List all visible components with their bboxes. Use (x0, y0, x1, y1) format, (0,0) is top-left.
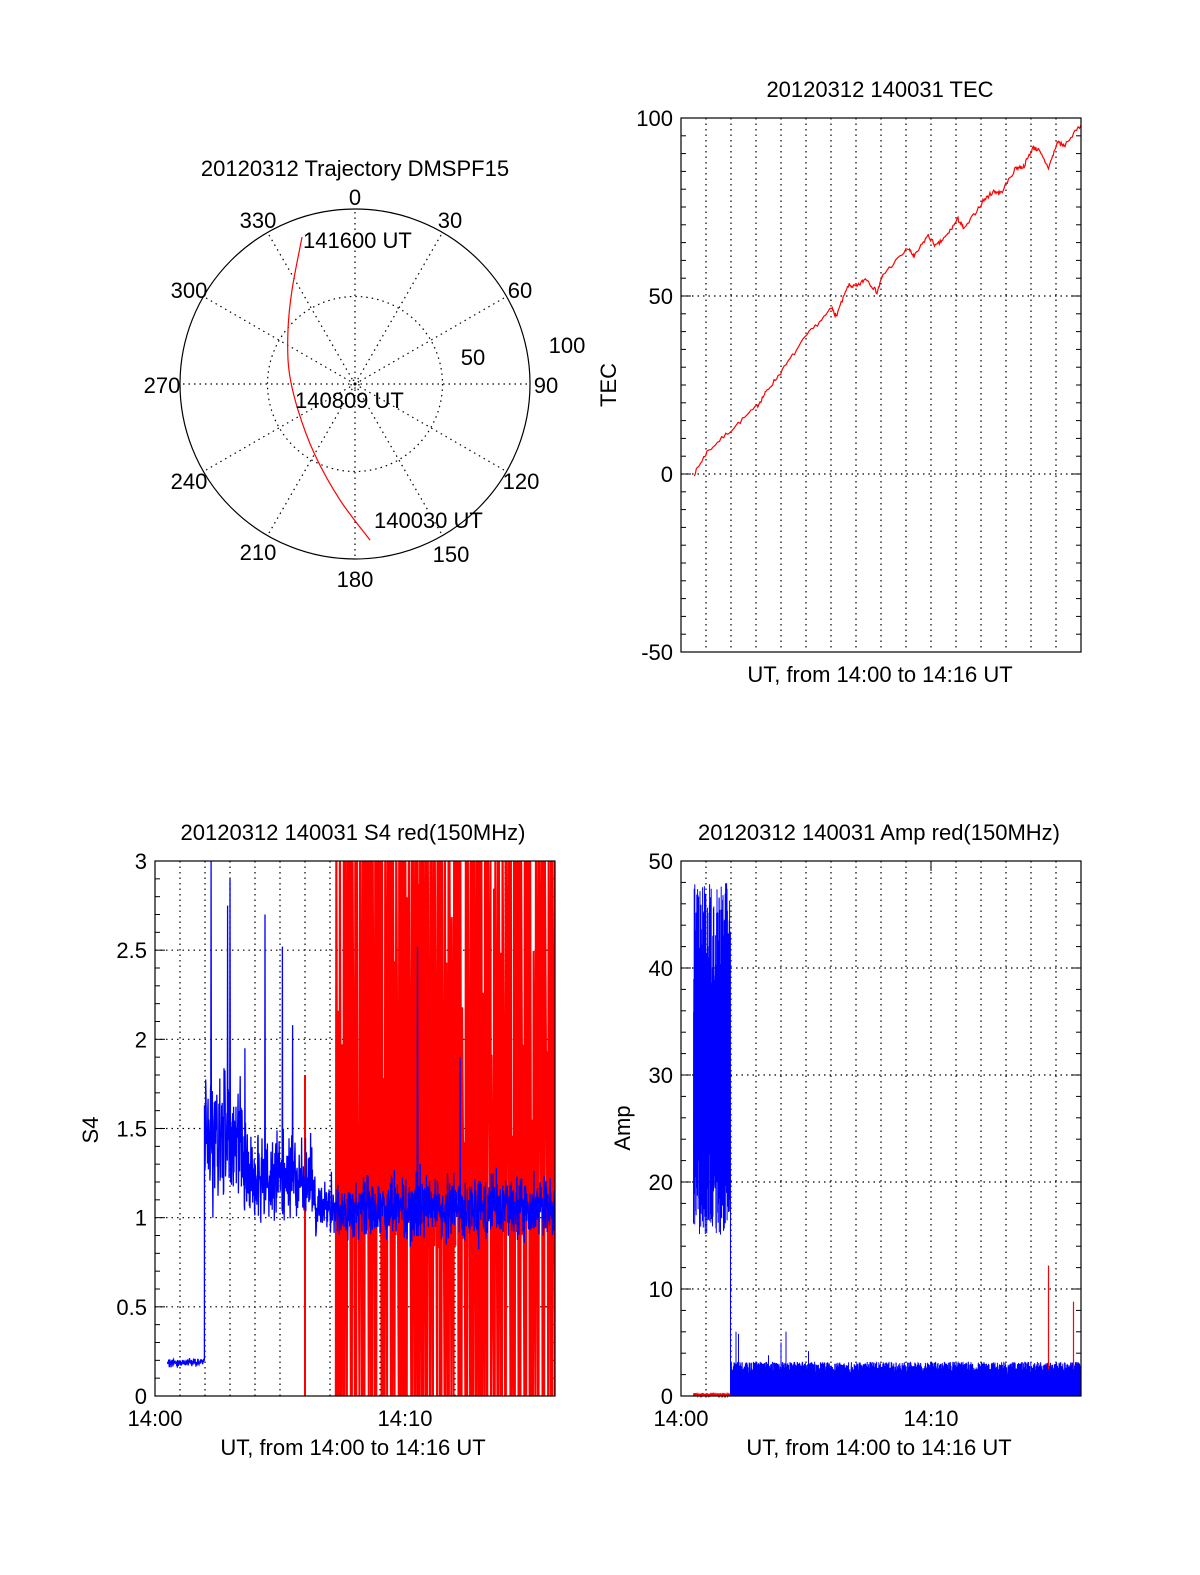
amp-xtick-label: 14:10 (903, 1406, 958, 1431)
polar-center-mark (350, 379, 360, 389)
polar-angle-label: 60 (508, 278, 532, 303)
polar-outer-circle (179, 208, 531, 560)
polar-title: 20120312 Trajectory DMSPF15 (201, 156, 509, 181)
amp-ylabel: Amp (610, 1105, 635, 1150)
polar-radial-label: 50 (461, 345, 485, 370)
s4-ytick-label: 3 (135, 849, 147, 874)
polar-angle-label: 0 (349, 185, 361, 210)
amp-ytick-label: 10 (649, 1277, 673, 1302)
polar-radial-label: 100 (549, 333, 586, 358)
s4-ytick-label: 2.5 (116, 938, 147, 963)
s4-ylabel: S4 (78, 1117, 103, 1144)
trajectory-track (287, 236, 371, 541)
tec-ylabel: TEC (596, 363, 621, 407)
s4-ytick-label: 2 (135, 1027, 147, 1052)
polar-inner-circle (266, 295, 444, 473)
trajectory-time-label: 140030 UT (374, 508, 483, 533)
amp-xlabel: UT, from 14:00 to 14:16 UT (746, 1435, 1011, 1460)
polar-angle-label: 330 (240, 208, 277, 233)
s4-xtick-label: 14:10 (377, 1406, 432, 1431)
amp-blue-series (693, 883, 1082, 1397)
tec-plot-frame (680, 117, 1082, 653)
tec-xlabel: UT, from 14:00 to 14:16 UT (747, 662, 1012, 687)
polar-angle-label: 150 (433, 542, 470, 567)
s4-blue-series (166, 861, 555, 1368)
amp-ytick-label: 20 (649, 1170, 673, 1195)
amp-xtick-label: 14:00 (653, 1406, 708, 1431)
amp-ytick-label: 40 (649, 956, 673, 981)
polar-angle-label: 180 (337, 567, 374, 592)
tec-ytick-label: -50 (641, 640, 673, 665)
tec-ytick-label: 0 (661, 462, 673, 487)
s4-ytick-label: 0.5 (116, 1295, 147, 1320)
polar-angle-label: 270 (144, 373, 181, 398)
s4-ytick-label: 1.5 (116, 1117, 147, 1142)
polar-angle-label: 240 (171, 469, 208, 494)
s4-ytick-label: 1 (135, 1206, 147, 1231)
polar-angle-label: 30 (438, 208, 462, 233)
tec-series-line (693, 124, 1082, 477)
amp-ytick-label: 30 (649, 1063, 673, 1088)
tec-ytick-label: 100 (636, 106, 673, 131)
tec-plot: 20120312 140031 TEC UT, from 14:00 to 14… (596, 77, 1082, 687)
amp-ytick-label: 50 (649, 849, 673, 874)
amp-ytick-label: 0 (661, 1384, 673, 1409)
tec-title: 20120312 140031 TEC (766, 77, 993, 102)
s4-red-series (304, 861, 555, 1396)
s4-title: 20120312 140031 S4 red(150MHz) (181, 820, 526, 845)
s4-xlabel: UT, from 14:00 to 14:16 UT (220, 1435, 485, 1460)
amp-plot-frame (680, 860, 1082, 1397)
amp-title: 20120312 140031 Amp red(150MHz) (698, 820, 1060, 845)
s4-xtick-label: 14:00 (127, 1406, 182, 1431)
trajectory-time-label: 141600 UT (303, 228, 412, 253)
polar-angle-label: 90 (534, 373, 558, 398)
trajectory-time-label: 140809 UT (295, 388, 404, 413)
polar-angle-label: 210 (240, 540, 277, 565)
s4-ytick-label: 0 (135, 1384, 147, 1409)
polar-trajectory-plot: 20120312 Trajectory DMSPF15 0 30 60 90 120 15… (144, 156, 586, 592)
polar-angle-label: 120 (503, 469, 540, 494)
s4-plot-frame (154, 860, 556, 1397)
amp-plot: 20120312 140031 Amp red(150MHz) UT, from… (610, 820, 1082, 1460)
tec-ytick-label: 50 (649, 284, 673, 309)
s4-plot: 20120312 140031 S4 red(150MHz) UT, from … (78, 820, 556, 1460)
polar-angle-label: 300 (171, 278, 208, 303)
